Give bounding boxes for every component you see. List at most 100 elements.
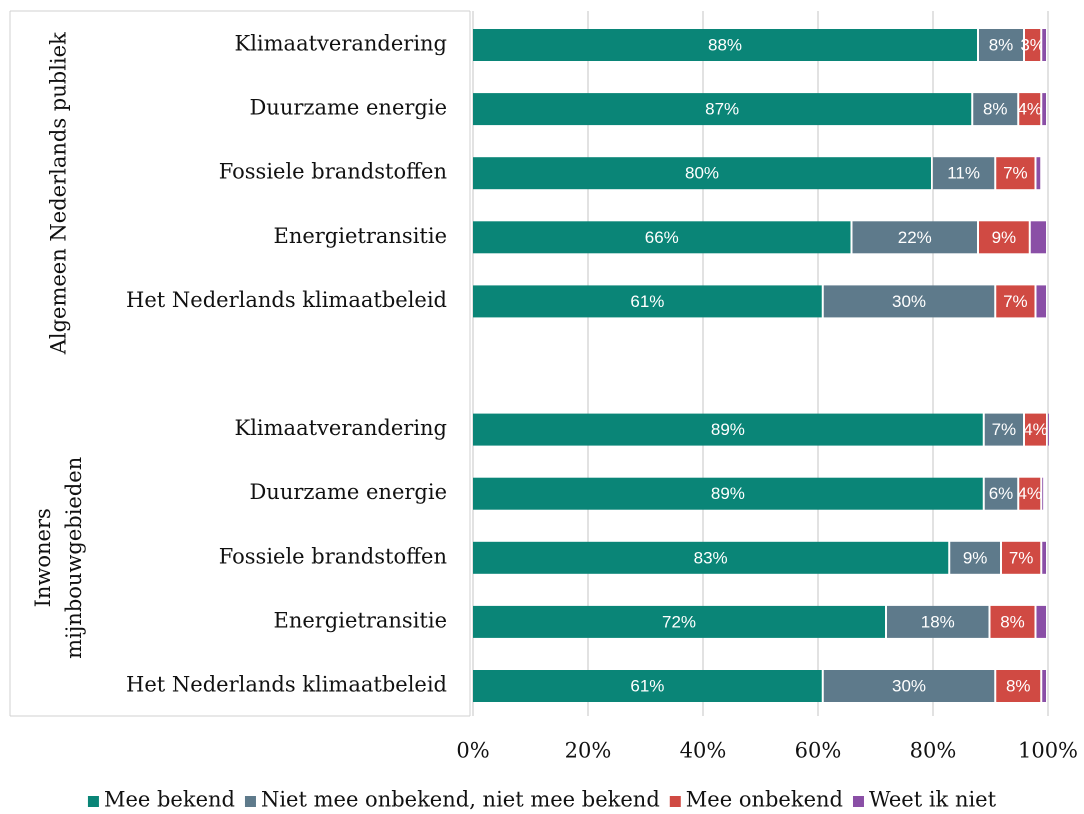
data-label: 66% xyxy=(645,228,679,247)
bar-segment xyxy=(823,670,995,702)
data-label: 22% xyxy=(898,228,932,247)
bar-segment xyxy=(979,221,1029,254)
legend-label: Weet ik niet xyxy=(869,788,997,812)
bar-segment xyxy=(852,221,977,254)
bar-segment xyxy=(473,413,983,446)
bar-segment xyxy=(984,477,1018,510)
data-label: 8% xyxy=(983,100,1008,119)
legend-label: Mee bekend xyxy=(104,788,235,812)
bar-segment xyxy=(1036,605,1046,638)
data-label: 18% xyxy=(921,612,955,631)
data-label: 83% xyxy=(694,548,728,567)
bar-segment xyxy=(979,29,1023,61)
grid xyxy=(472,11,1049,716)
data-label: 30% xyxy=(892,676,926,695)
x-tick-label: 40% xyxy=(680,739,727,763)
data-label: 61% xyxy=(630,676,664,695)
bar-segment xyxy=(1042,477,1044,510)
bar-segment xyxy=(473,605,885,638)
data-label: 4% xyxy=(1017,100,1042,119)
legend-swatch xyxy=(669,796,681,807)
bar-segment xyxy=(950,541,1000,574)
bar-segment xyxy=(887,605,989,638)
data-label: 88% xyxy=(708,35,742,54)
bar-segment xyxy=(996,285,1035,318)
x-tick-label: 60% xyxy=(795,739,842,763)
x-tick-label: 100% xyxy=(1018,739,1078,763)
bar-segment xyxy=(933,157,995,190)
bar-segment xyxy=(990,605,1035,638)
legend-swatch xyxy=(852,796,864,807)
y-tick-label: Duurzame energie xyxy=(249,96,447,120)
data-label: 80% xyxy=(685,164,719,183)
data-label: 7% xyxy=(1003,292,1028,311)
bar-segment xyxy=(473,29,977,61)
legend-swatch xyxy=(87,796,99,807)
data-label: 9% xyxy=(963,548,988,567)
bar-segment xyxy=(1036,157,1041,190)
legend-label: Mee onbekend xyxy=(686,788,843,812)
y-tick-label: Het Nederlands klimaatbeleid xyxy=(126,288,447,312)
data-label: 3% xyxy=(1020,35,1045,54)
data-label: 4% xyxy=(1023,420,1048,439)
bar-segment xyxy=(823,285,995,318)
data-label: 6% xyxy=(989,484,1014,503)
data-label: 7% xyxy=(1003,164,1028,183)
legend-swatch xyxy=(244,796,256,807)
x-tick-label: 0% xyxy=(456,739,489,763)
bar-segment xyxy=(973,93,1018,126)
bar-segment xyxy=(1042,93,1046,126)
data-label: 8% xyxy=(1000,612,1025,631)
y-tick-label: Fossiele brandstoffen xyxy=(219,160,447,184)
y-tick-label: Klimaatverandering xyxy=(235,416,447,440)
bar-segment xyxy=(1019,477,1041,510)
data-label: 89% xyxy=(711,420,745,439)
bar-segment xyxy=(473,477,983,510)
bar-segment xyxy=(473,157,931,190)
data-label: 72% xyxy=(662,612,696,631)
group-label: Inwoners xyxy=(31,508,55,607)
bar-segment xyxy=(1042,541,1046,574)
legend-label: Niet mee onbekend, niet mee bekend xyxy=(261,788,660,812)
data-label: 30% xyxy=(892,292,926,311)
x-tick-label: 20% xyxy=(565,739,612,763)
data-label: 7% xyxy=(992,420,1017,439)
bar-segment xyxy=(1019,93,1041,126)
data-label: 4% xyxy=(1017,484,1042,503)
bar-segment xyxy=(1002,541,1041,574)
x-tick-label: 80% xyxy=(910,739,957,763)
group-label: mijnbouwgebieden xyxy=(62,457,86,659)
bar-segment xyxy=(473,670,822,702)
bar-segment xyxy=(996,670,1041,702)
y-tick-label: Het Nederlands klimaatbeleid xyxy=(126,673,447,697)
data-label: 87% xyxy=(705,100,739,119)
y-tick-label: Fossiele brandstoffen xyxy=(219,544,447,568)
bar-segment xyxy=(1025,413,1046,446)
bar-segment xyxy=(473,221,851,254)
bar-segment xyxy=(1030,221,1046,254)
data-label: 89% xyxy=(711,484,745,503)
bar-segment xyxy=(1042,29,1046,61)
group-label: Algemeen Nederlands publiek xyxy=(47,32,71,355)
bar-segment xyxy=(1036,285,1046,318)
bar-segment xyxy=(1042,670,1046,702)
group-frame xyxy=(9,10,471,717)
y-tick-label: Energietransitie xyxy=(273,224,447,248)
data-label: 9% xyxy=(992,228,1017,247)
bar-segment xyxy=(1025,29,1041,61)
data-label: 61% xyxy=(630,292,664,311)
bar-segment xyxy=(1048,413,1049,446)
data-label: 8% xyxy=(989,35,1014,54)
bar-segment xyxy=(984,413,1023,446)
bar-segment xyxy=(996,157,1035,190)
data-label: 8% xyxy=(1006,676,1031,695)
y-tick-label: Klimaatverandering xyxy=(235,32,447,56)
legend: Mee bekend Niet mee onbekend, niet mee be… xyxy=(87,788,997,812)
y-tick-label: Energietransitie xyxy=(273,608,447,632)
y-tick-label: Duurzame energie xyxy=(249,480,447,504)
bar-segment xyxy=(473,93,972,126)
data-label: 11% xyxy=(947,164,980,183)
data-label: 7% xyxy=(1009,548,1034,567)
bar-segment xyxy=(473,285,822,318)
